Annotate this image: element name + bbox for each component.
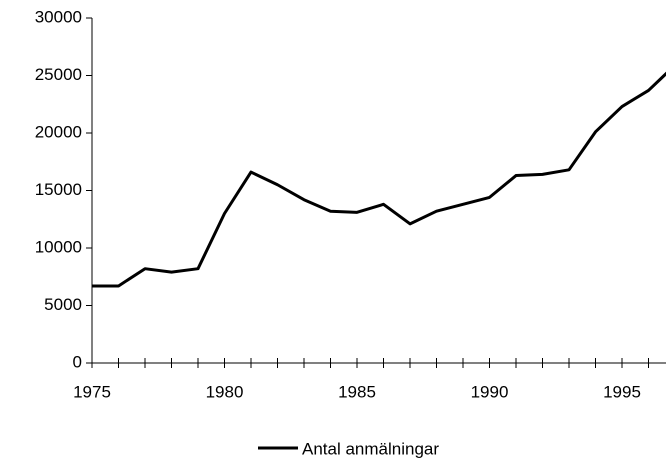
data-line [92,71,666,288]
x-tick-label: 1980 [206,382,244,401]
y-tick-label: 0 [73,352,82,371]
x-tick-label: 1995 [603,382,641,401]
y-tick-label: 30000 [35,7,82,26]
x-tick-label: 1990 [471,382,509,401]
y-tick-label: 10000 [35,237,82,256]
x-tick-label: 1975 [73,382,111,401]
y-tick-label: 15000 [35,180,82,199]
y-tick-label: 25000 [35,65,82,84]
y-tick-label: 20000 [35,122,82,141]
x-tick-label: 1985 [338,382,376,401]
legend-label: Antal anmälningar [302,439,439,458]
y-tick-label: 5000 [44,295,82,314]
